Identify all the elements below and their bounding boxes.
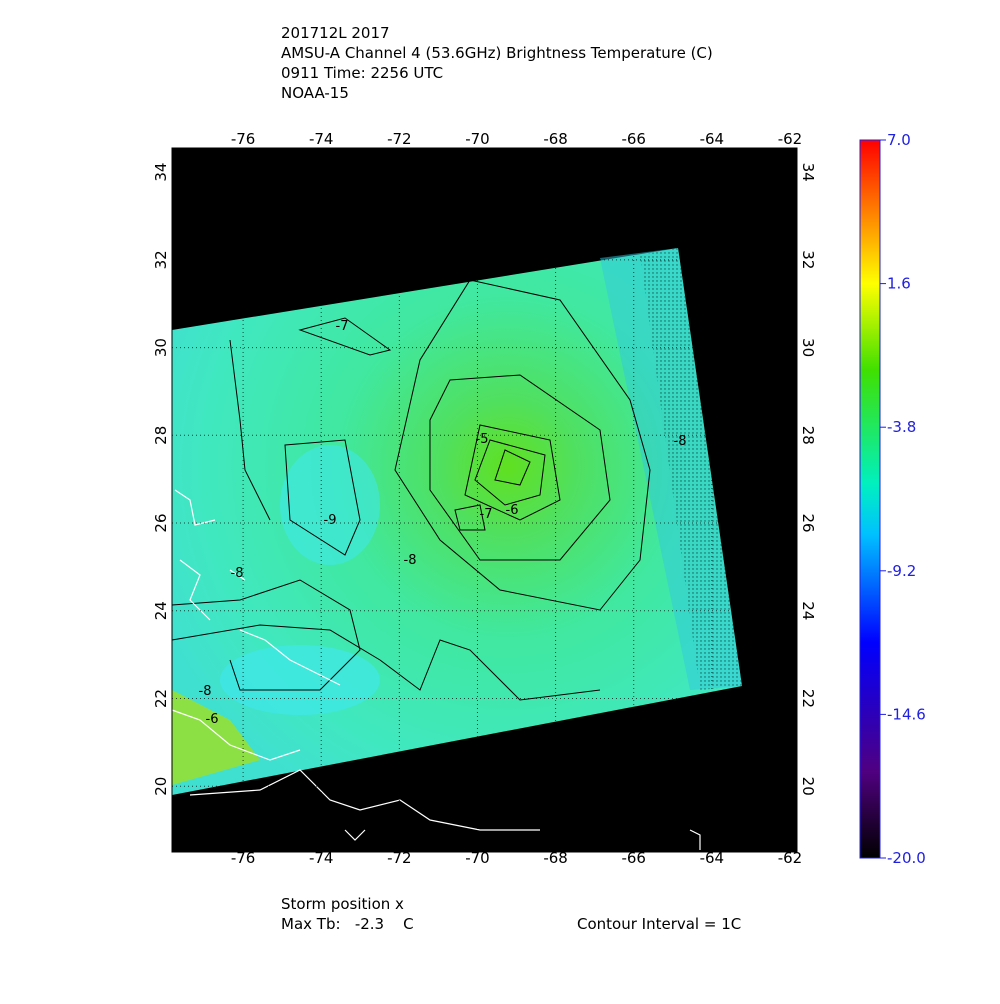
contour-label: -7 [480,507,493,522]
contour-label: -8 [404,553,417,568]
max-tb: Max Tb: -2.3 C [281,915,414,933]
x-tick-label: -72 [387,849,412,867]
contour-label: -8 [199,684,212,699]
grid: -76 -76 -74 -74 -72 -72 -70 -70 -68 -68 -66 -66 -64 -… [152,130,817,867]
contour-label: -6 [206,712,219,727]
colorbar-label: -9.2 [887,562,916,580]
footer: Storm position x Max Tb: -2.3 C Contour In… [281,895,741,933]
colorbar-label: -3.8 [887,418,916,436]
x-tick-label: -66 [621,130,646,148]
coastlines [171,489,701,850]
header-line: 201712L 2017 [281,24,390,42]
y-tick-label: 26 [152,513,170,532]
y-tick-label: 32 [799,250,817,269]
cold-region [220,645,380,715]
x-tick-label: -72 [387,130,412,148]
y-tick-label: 26 [799,513,817,532]
x-tick-label: -74 [309,849,334,867]
y-tick-label: 30 [152,338,170,357]
contour-label: -7 [336,319,349,334]
contour-label: -9 [324,513,337,528]
y-tick-label: 20 [799,777,817,796]
y-tick-label: 28 [152,426,170,445]
x-tick-label: -64 [700,849,725,867]
contour-label: -8 [674,434,687,449]
colorbar-label: 1.6 [887,275,911,293]
x-tick-label: -74 [309,130,334,148]
x-tick-label: -66 [621,849,646,867]
x-tick-label: -70 [465,849,490,867]
header-line: NOAA-15 [281,84,349,102]
colorbar-label: -20.0 [887,849,926,867]
x-tick-label: -68 [543,849,568,867]
x-tick-label: -70 [465,130,490,148]
x-tick-label: -64 [700,130,725,148]
contour-label: -8 [231,566,244,581]
y-tick-label: 24 [152,601,170,620]
header-line: 0911 Time: 2256 UTC [281,64,443,82]
colorbar-label: 7.0 [887,131,911,149]
y-tick-label: 34 [152,163,170,182]
colorbar-label: -14.6 [887,705,926,723]
colorbar-ticks: 7.0 1.6 -3.8 -9.2 -14.6 -20.0 [880,131,926,867]
x-tick-label: -62 [778,130,803,148]
y-tick-label: 30 [799,338,817,357]
x-tick-label: -62 [778,849,803,867]
y-tick-label: 24 [799,601,817,620]
contour-label: -6 [506,503,519,518]
x-tick-label: -76 [231,130,256,148]
y-tick-label: 22 [799,689,817,708]
storm-position: Storm position x [281,895,404,913]
header: 201712L 2017 AMSU-A Channel 4 (53.6GHz) B… [281,24,713,102]
colorbar [859,139,881,859]
contour-interval: Contour Interval = 1C [577,915,741,933]
header-line: AMSU-A Channel 4 (53.6GHz) Brightness Te… [281,44,713,62]
y-tick-label: 22 [152,689,170,708]
warm-region [172,690,260,785]
y-tick-label: 28 [799,426,817,445]
x-tick-label: -76 [231,849,256,867]
cold-region [280,445,380,565]
contour-label: -5 [476,432,489,447]
x-tick-label: -68 [543,130,568,148]
y-tick-label: 32 [152,250,170,269]
contours [171,279,651,701]
swath-edge-hatch [640,248,742,690]
y-tick-label: 34 [799,163,817,182]
map-frame [171,147,798,853]
y-tick-label: 20 [152,777,170,796]
